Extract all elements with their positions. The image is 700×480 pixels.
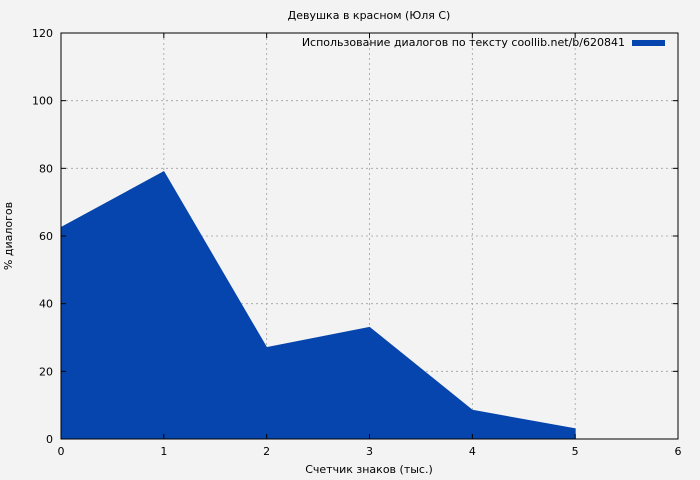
chart-title: Девушка в красном (Юля С) — [288, 9, 451, 22]
x-tick-label: 4 — [469, 445, 476, 458]
x-tick-label: 3 — [366, 445, 373, 458]
y-tick-label: 100 — [32, 95, 53, 108]
y-tick-label: 20 — [39, 365, 53, 378]
y-tick-label: 0 — [46, 433, 53, 446]
legend-label: Использование диалогов по тексту coollib… — [302, 36, 625, 49]
y-tick-label: 40 — [39, 298, 53, 311]
x-tick-label: 1 — [160, 445, 167, 458]
x-tick-label: 5 — [572, 445, 579, 458]
y-tick-label: 60 — [39, 230, 53, 243]
x-tick-label: 2 — [263, 445, 270, 458]
y-axis-label: % диалогов — [2, 202, 15, 270]
legend-swatch — [632, 40, 665, 46]
y-tick-label: 120 — [32, 27, 53, 40]
x-tick-label: 6 — [675, 445, 682, 458]
y-tick-label: 80 — [39, 162, 53, 175]
legend: Использование диалогов по тексту coollib… — [302, 36, 665, 49]
x-axis-label: Счетчик знаков (тыс.) — [305, 463, 433, 476]
x-tick-label: 0 — [58, 445, 65, 458]
